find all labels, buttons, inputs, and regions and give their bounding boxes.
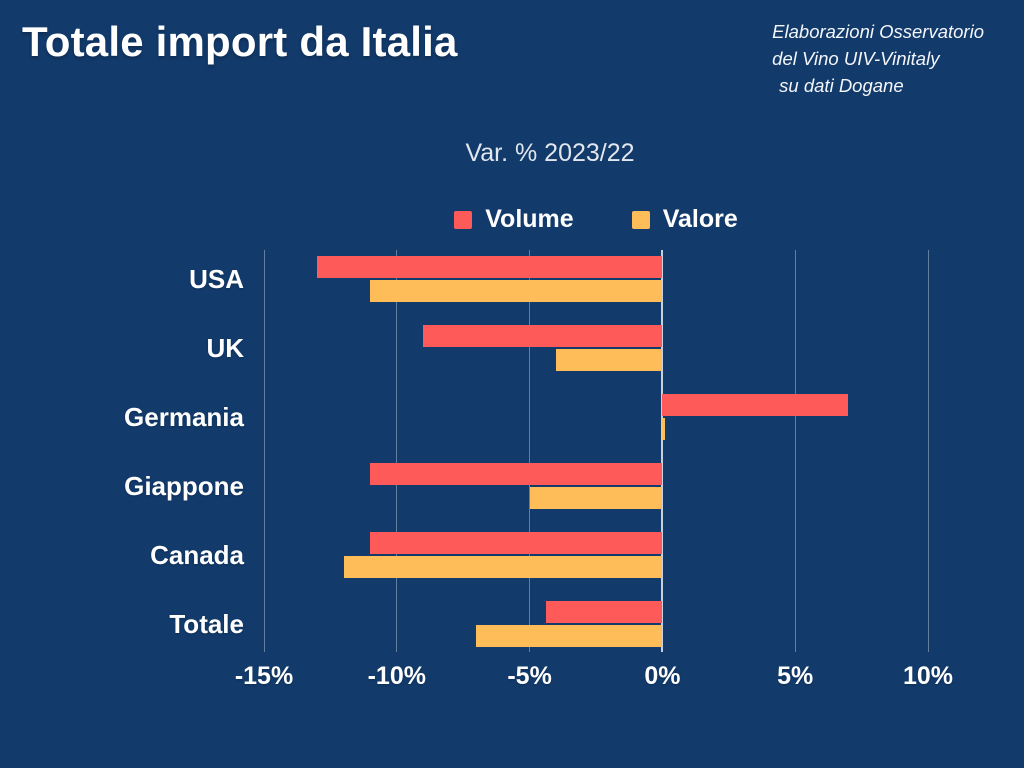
category-label-usa: USA [189,263,244,294]
page-title: Totale import da Italia [22,18,458,65]
bar-valore-giappone [529,487,663,509]
legend-label-valore: Valore [662,205,738,233]
category-label-giappone: Giappone [124,470,244,501]
bar-volume-usa [317,256,663,278]
x-tick-label: 10% [902,662,954,690]
bar-valore-usa [370,280,663,302]
bar-volume-canada [370,532,663,554]
zero-axis-line [661,250,664,652]
category-label-uk: UK [206,332,244,363]
category-label-canada: Canada [150,539,244,570]
source-note-line-3: su dati Dogane [779,75,904,96]
gridline [529,250,531,652]
bar-volume-giappone [370,463,663,485]
category-label-totale: Totale [169,608,244,639]
legend-item-valore: Valore [631,205,738,234]
x-tick-label: 0% [644,662,681,690]
bar-valore-germania [662,418,666,440]
bar-volume-germania [662,394,849,416]
bar-valore-totale [476,625,663,647]
legend-label-volume: Volume [485,205,574,233]
volume-swatch-icon [454,210,473,229]
source-note-line-2: del Vino UIV-Vinitaly [772,48,940,69]
x-tick-label: -10% [367,662,426,690]
x-tick-label: -15% [234,662,294,690]
source-note: Elaborazioni Osservatorio del Vino UIV-V… [772,18,984,99]
chart-subtitle: Var. % 2023/22 [465,139,635,167]
bar-valore-canada [343,556,663,578]
gridline [794,250,796,652]
bar-valore-uk [556,349,663,371]
x-tick-label: -5% [507,662,552,690]
bar-volume-totale [545,601,663,623]
legend-item-volume: Volume [454,205,574,234]
chart-legend: Volume Valore [264,205,928,234]
gridline [396,250,398,652]
x-tick-label: 5% [777,662,814,690]
source-note-line-1: Elaborazioni Osservatorio [772,21,984,42]
valore-swatch-icon [631,210,650,229]
bar-volume-uk [423,325,663,347]
gridline [263,250,265,652]
category-label-germania: Germania [124,401,244,432]
plot-area: -15% -10% -5% 0% 5% 10% USA UK Germania Giappone C… [124,250,953,690]
gridline [927,250,929,652]
